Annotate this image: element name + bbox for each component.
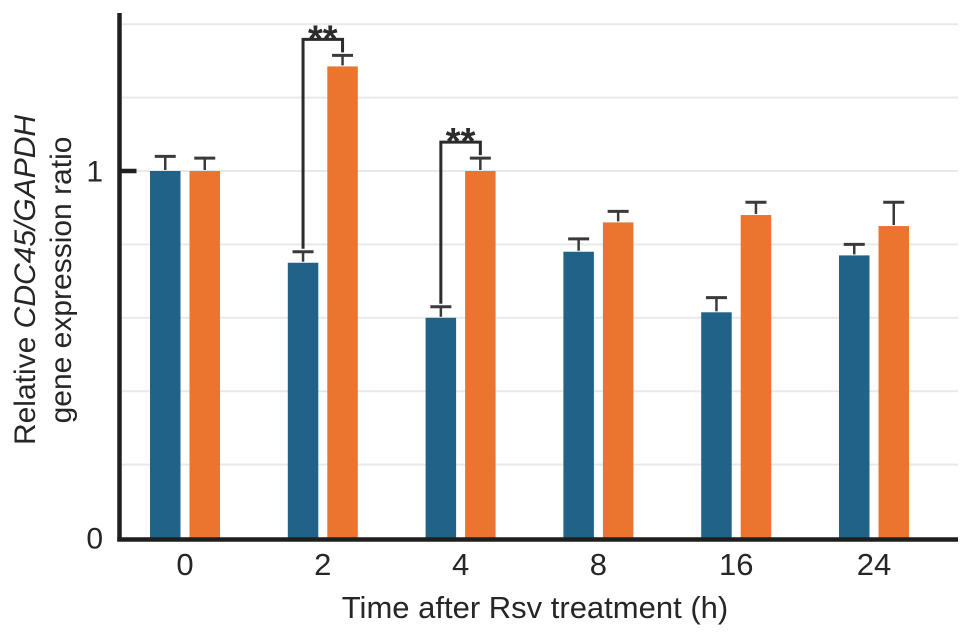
orange-bars-bar-24h — [878, 226, 909, 541]
blue-bars-bar-24h — [839, 255, 870, 540]
blue-bars-bar-2h — [287, 262, 319, 540]
axes: 010 2 4 8 16 24 — [86, 13, 958, 582]
orange-bars-bar-4h — [465, 171, 496, 540]
x-tick-label-24: 24 — [857, 547, 891, 582]
x-axis-title: Time after Rsv treatment (h) — [342, 590, 728, 625]
significance-label: ** — [308, 18, 338, 60]
y-tick-label-0: 0 — [86, 523, 103, 556]
y-axis-title-line1: Relative CDC45/GAPDH — [9, 115, 42, 445]
x-tick-label-0: 0 — [176, 547, 193, 582]
significance-bracket — [439, 140, 482, 304]
blue-bars-bar-4h — [425, 317, 457, 540]
y-axis-title-italic-part: CDC45/GAPDH — [9, 115, 42, 329]
x-tick-label-4: 4 — [452, 547, 469, 582]
orange-bars-bar-8h — [602, 222, 634, 540]
x-tick-label-8: 8 — [590, 547, 607, 582]
blue-bars-bar-16h — [701, 312, 732, 540]
y-axis-title-line2: gene expression ratio — [45, 137, 78, 424]
blue-bars-bar-8h — [563, 251, 594, 541]
significance-markers: ** ** — [301, 18, 482, 304]
orange-bars-bar-16h — [740, 215, 772, 541]
orange-bars-bar-0h — [189, 171, 220, 540]
x-tick-label-16: 16 — [719, 547, 753, 582]
significance-bracket — [301, 37, 345, 249]
bars — [150, 53, 909, 541]
blue-bars-bar-0h — [150, 171, 181, 540]
x-tick-label-2: 2 — [314, 547, 331, 582]
gridlines — [122, 23, 958, 466]
significance-label: ** — [446, 121, 476, 163]
y-axis-title-regular-part: Relative — [9, 328, 42, 445]
orange-bars-bar-2h — [327, 66, 358, 540]
y-tick-label-1: 1 — [86, 156, 103, 189]
